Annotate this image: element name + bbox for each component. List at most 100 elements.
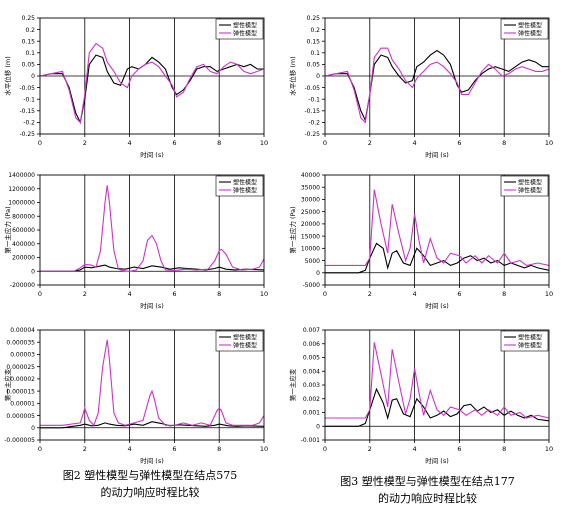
y-tick-label: 0.007 [303, 327, 320, 334]
caption-figure-2-line2: 的动力响应时程比较 [100, 486, 200, 499]
y-tick-label: 0.002 [303, 396, 320, 403]
y-tick-label: 0.001 [303, 410, 320, 417]
legend-label: 塑性模型 [233, 21, 257, 29]
x-tick-label: 8 [217, 290, 221, 298]
x-tick-label: 2 [368, 290, 372, 298]
y-tick-label: 0.2 [310, 27, 320, 34]
caption-figure-3-line1: 图3 塑性模型与弹性模型在结点177 [340, 475, 515, 488]
x-tick-label: 2 [83, 290, 87, 298]
x-tick-label: 4 [128, 139, 132, 147]
y-axis-label: 水平位移 (m) [3, 56, 12, 95]
x-tick-label: 6 [172, 139, 176, 147]
y-tick-label: 0 [316, 73, 320, 80]
x-tick-label: 4 [128, 445, 132, 453]
y-tick-label: 0.00004 [10, 327, 35, 334]
x-tick-label: 0 [323, 290, 327, 298]
y-tick-label: 800000 [12, 213, 35, 220]
y-tick-label: 0.005 [303, 355, 320, 362]
x-tick-label: 0 [38, 139, 42, 147]
plot-frame [324, 174, 550, 286]
legend-box [500, 330, 549, 352]
y-tick-label: 0.00001 [10, 401, 35, 408]
x-tick-label: 8 [502, 445, 506, 453]
x-axis-label: 时间 (s) [425, 150, 449, 159]
x-tick-label: 0 [323, 445, 327, 453]
y-tick-label: 0.00003 [10, 352, 35, 359]
series-line-elastic [40, 339, 265, 427]
x-tick-label: 10 [545, 445, 553, 453]
x-tick-label: 10 [260, 290, 268, 298]
x-tick-label: 10 [260, 139, 268, 147]
x-tick-label: 4 [413, 139, 417, 147]
y-tick-label: -0.25 [304, 131, 320, 138]
series-line-elastic [325, 342, 550, 419]
x-tick-label: 2 [83, 445, 87, 453]
plot-frame [324, 329, 550, 441]
y-tick-label: 0.2 [25, 27, 35, 34]
x-tick-label: 8 [502, 290, 506, 298]
y-tick-label: 10000 [301, 246, 320, 253]
plot-frame [324, 17, 550, 135]
chart-node-575-displacement: 0.25 0.2 0.15 0.1 0.05 0 -0.05 -0.1 -0.15 -0.2 -0.… [3, 15, 268, 159]
x-axis-label: 时间 (s) [140, 150, 164, 159]
x-tick-label: 8 [217, 445, 221, 453]
y-tick-label: -0.000005 [4, 437, 35, 444]
series-line-plastic [325, 387, 550, 427]
legend-box [215, 330, 264, 352]
series-line-plastic [40, 264, 265, 272]
legend-label: 塑性模型 [233, 178, 257, 186]
y-axis-label: 水平位移 (m) [288, 56, 297, 95]
legend-label: 塑性模型 [518, 178, 542, 186]
legend-label: 弹性模型 [518, 29, 542, 37]
y-tick-label: 0.003 [303, 382, 320, 389]
y-tick-label: 15000 [301, 233, 320, 240]
y-tick-label: 20000 [301, 221, 320, 228]
x-tick-label: 4 [413, 445, 417, 453]
y-tick-label: 5000 [305, 258, 320, 265]
x-tick-label: 2 [368, 139, 372, 147]
y-tick-label: 0 [31, 73, 35, 80]
chart-node-575-principal-stress: 1400000 1200000 1000000 800000 600000 400000 2… [3, 172, 268, 310]
x-tick-label: 2 [83, 139, 87, 147]
y-tick-label: 0.1 [25, 50, 35, 57]
legend-label: 弹性模型 [233, 29, 257, 37]
x-tick-label: 6 [172, 290, 176, 298]
x-tick-label: 0 [38, 290, 42, 298]
legend-label: 塑性模型 [518, 333, 542, 341]
y-tick-label: 0.006 [303, 341, 320, 348]
x-tick-label: 8 [217, 139, 221, 147]
y-tick-label: 0.25 [307, 15, 321, 22]
y-axis-label: 第一主应变 [3, 368, 12, 401]
y-tick-label: 600000 [12, 227, 35, 234]
plot-frame [39, 17, 265, 135]
legend-label: 弹性模型 [518, 341, 542, 349]
legend-label: 弹性模型 [233, 186, 257, 194]
y-tick-label: 1200000 [8, 186, 35, 193]
y-tick-label: -200000 [10, 282, 35, 289]
y-tick-label: 0.15 [307, 38, 321, 45]
chart-node-177-principal-stress: 40000 35000 30000 25000 20000 15000 10000 5000 0… [288, 172, 553, 310]
caption-figure-2-line1: 图2 塑性模型与弹性模型在结点575 [62, 469, 238, 482]
x-tick-label: 6 [457, 139, 461, 147]
x-tick-label: 6 [457, 445, 461, 453]
y-tick-label: 1400000 [8, 172, 35, 179]
y-tick-label: -0.15 [19, 108, 35, 115]
y-tick-label: 0 [31, 425, 35, 432]
y-tick-label: 0.000025 [6, 364, 35, 371]
series-line-elastic [325, 189, 550, 266]
x-tick-label: 4 [413, 290, 417, 298]
legend-box [215, 18, 264, 40]
caption-figure-3-line2: 的动力响应时程比较 [378, 492, 477, 505]
legend-box [500, 175, 549, 197]
y-tick-label: 0.004 [303, 368, 320, 375]
y-tick-label: 0.000005 [6, 413, 35, 420]
y-tick-label: 0 [316, 423, 320, 430]
y-tick-label: 0.000015 [6, 388, 35, 395]
y-tick-label: -0.25 [19, 131, 35, 138]
chart-node-177-principal-strain: 0.0070.0060.0050.0040.0030.0020.0010-0.0… [288, 327, 553, 465]
y-tick-label: 0.05 [307, 62, 321, 69]
y-tick-label: 0.15 [22, 38, 36, 45]
legend-label: 弹性模型 [233, 341, 257, 349]
x-tick-label: 0 [323, 139, 327, 147]
